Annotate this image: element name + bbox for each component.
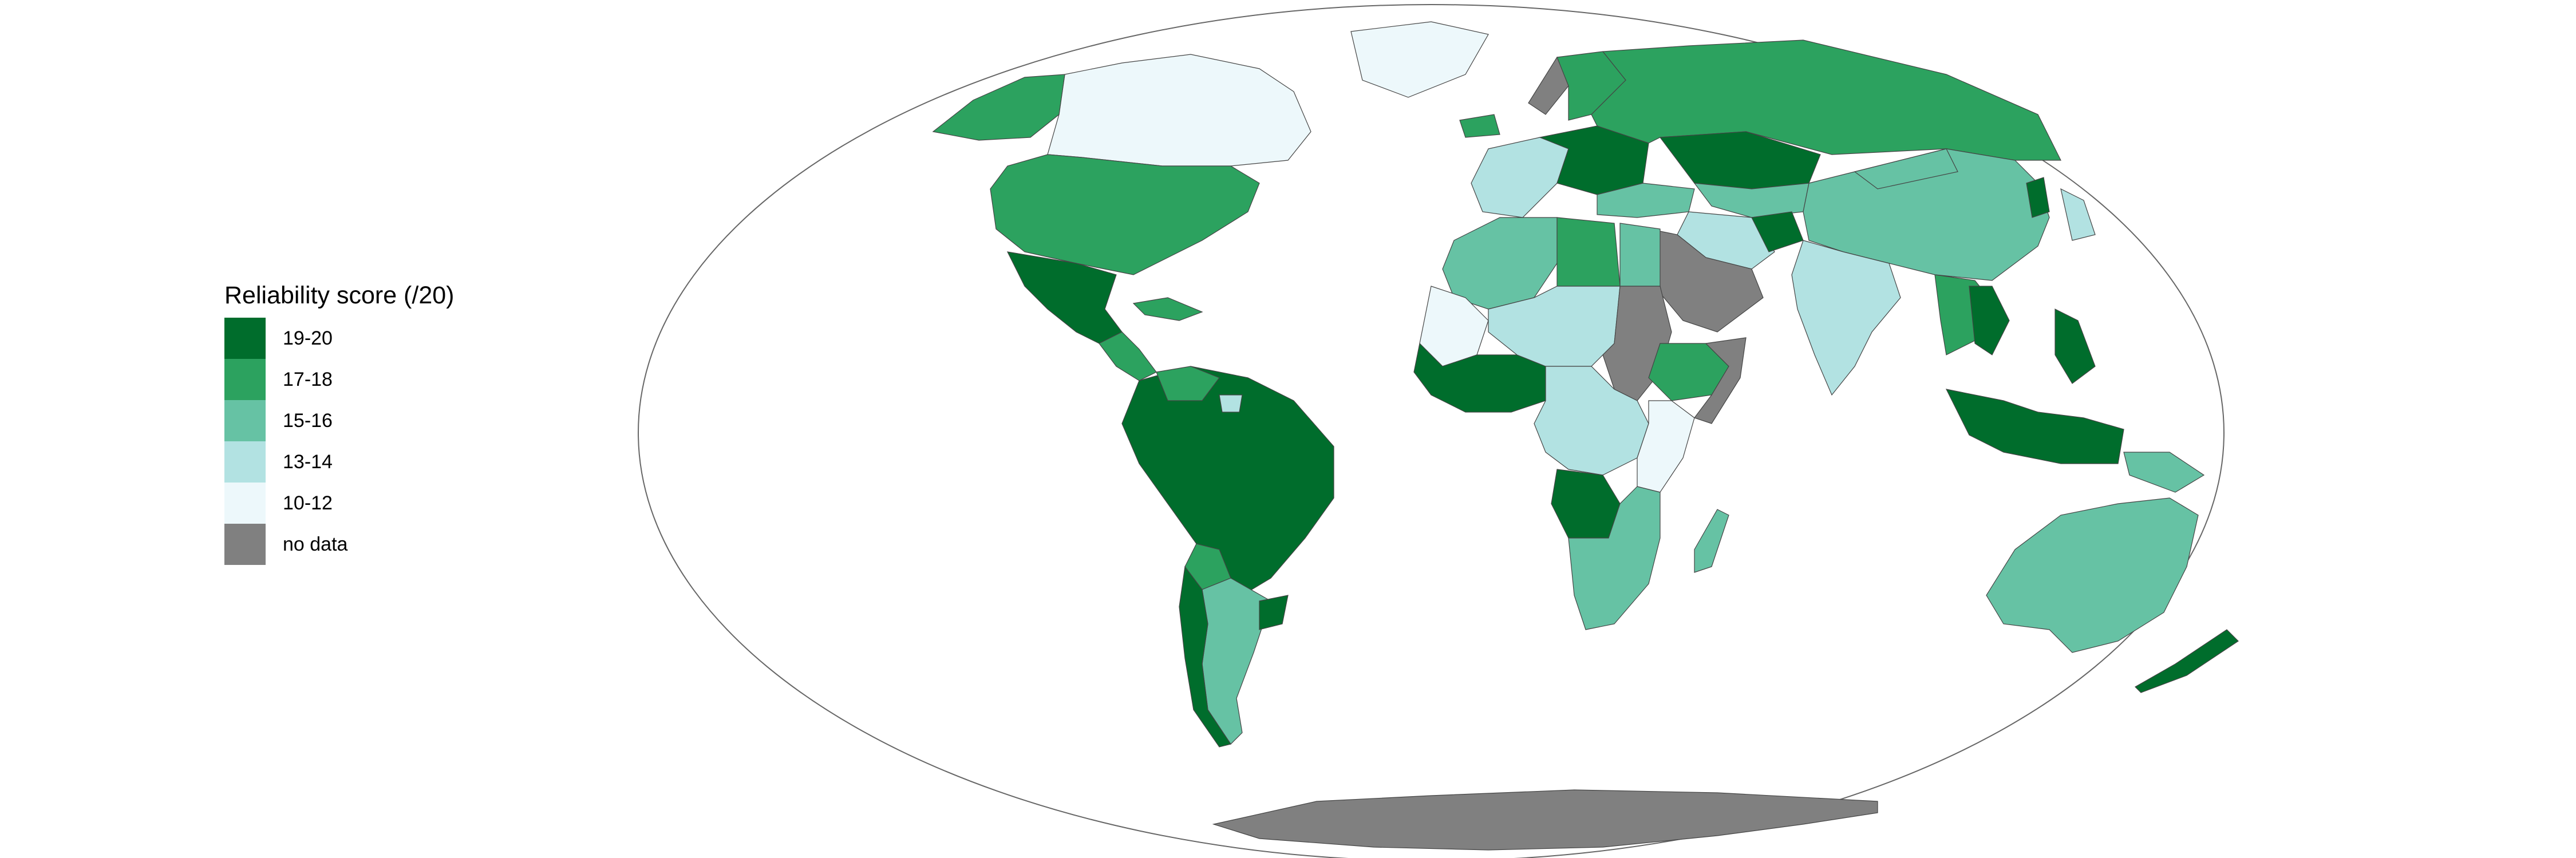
region-korea: [2026, 177, 2050, 218]
legend-label: 15-16: [283, 409, 333, 432]
region-central-africa: [1534, 366, 1649, 476]
region-new-zealand: [2135, 629, 2239, 693]
region-united-states: [990, 154, 1260, 275]
region-papua-new-guinea: [2123, 452, 2205, 493]
map-legend: Reliability score (/20) 19-20 17-18 15-1…: [224, 282, 454, 565]
region-venezuela: [1156, 366, 1220, 401]
region-australia: [1986, 497, 2199, 653]
legend-swatch: [224, 318, 266, 359]
region-chile: [1179, 566, 1231, 748]
legend-item: 17-18: [224, 359, 454, 400]
legend-swatch: [224, 483, 266, 524]
legend-label: 13-14: [283, 450, 333, 473]
legend-swatch: [224, 441, 266, 483]
legend-item: 19-20: [224, 318, 454, 359]
region-indonesia: [1945, 389, 2124, 464]
region-iceland: [1459, 114, 1500, 138]
region-mongolia: [1854, 148, 1958, 189]
region-alaska: [932, 74, 1065, 141]
legend-swatch: [224, 400, 266, 441]
legend-label: 10-12: [283, 492, 333, 514]
legend-title: Reliability score (/20): [224, 282, 455, 309]
region-guyana: [1219, 394, 1243, 413]
region-india: [1791, 240, 1901, 396]
region-philippines: [2055, 309, 2096, 384]
region-south-america-north: [1121, 366, 1334, 596]
region-egypt: [1619, 223, 1661, 287]
region-uruguay: [1259, 595, 1289, 630]
region-southern-africa: [1568, 486, 1661, 630]
region-libya: [1556, 217, 1621, 287]
legend-label: no data: [283, 533, 348, 555]
region-arabian-peninsula: [1648, 228, 1764, 333]
region-madagascar: [1694, 509, 1729, 573]
legend-label: 17-18: [283, 368, 333, 390]
region-antarctica: [1212, 789, 1878, 851]
region-somalia: [1694, 337, 1747, 424]
region-russia: [1591, 39, 2061, 161]
legend-swatch: [224, 524, 266, 565]
legend-item: 10-12: [224, 483, 454, 524]
region-vietnam: [1969, 286, 2010, 355]
legend-swatch: [224, 359, 266, 400]
legend-label: 19-20: [283, 327, 333, 349]
legend-item: 15-16: [224, 400, 454, 441]
region-greenland: [1350, 21, 1489, 98]
region-caribbean: [1132, 297, 1203, 321]
region-china: [1803, 148, 2050, 281]
legend-item: 13-14: [224, 441, 454, 483]
region-japan: [2060, 188, 2096, 241]
legend-item: no data: [224, 524, 454, 565]
